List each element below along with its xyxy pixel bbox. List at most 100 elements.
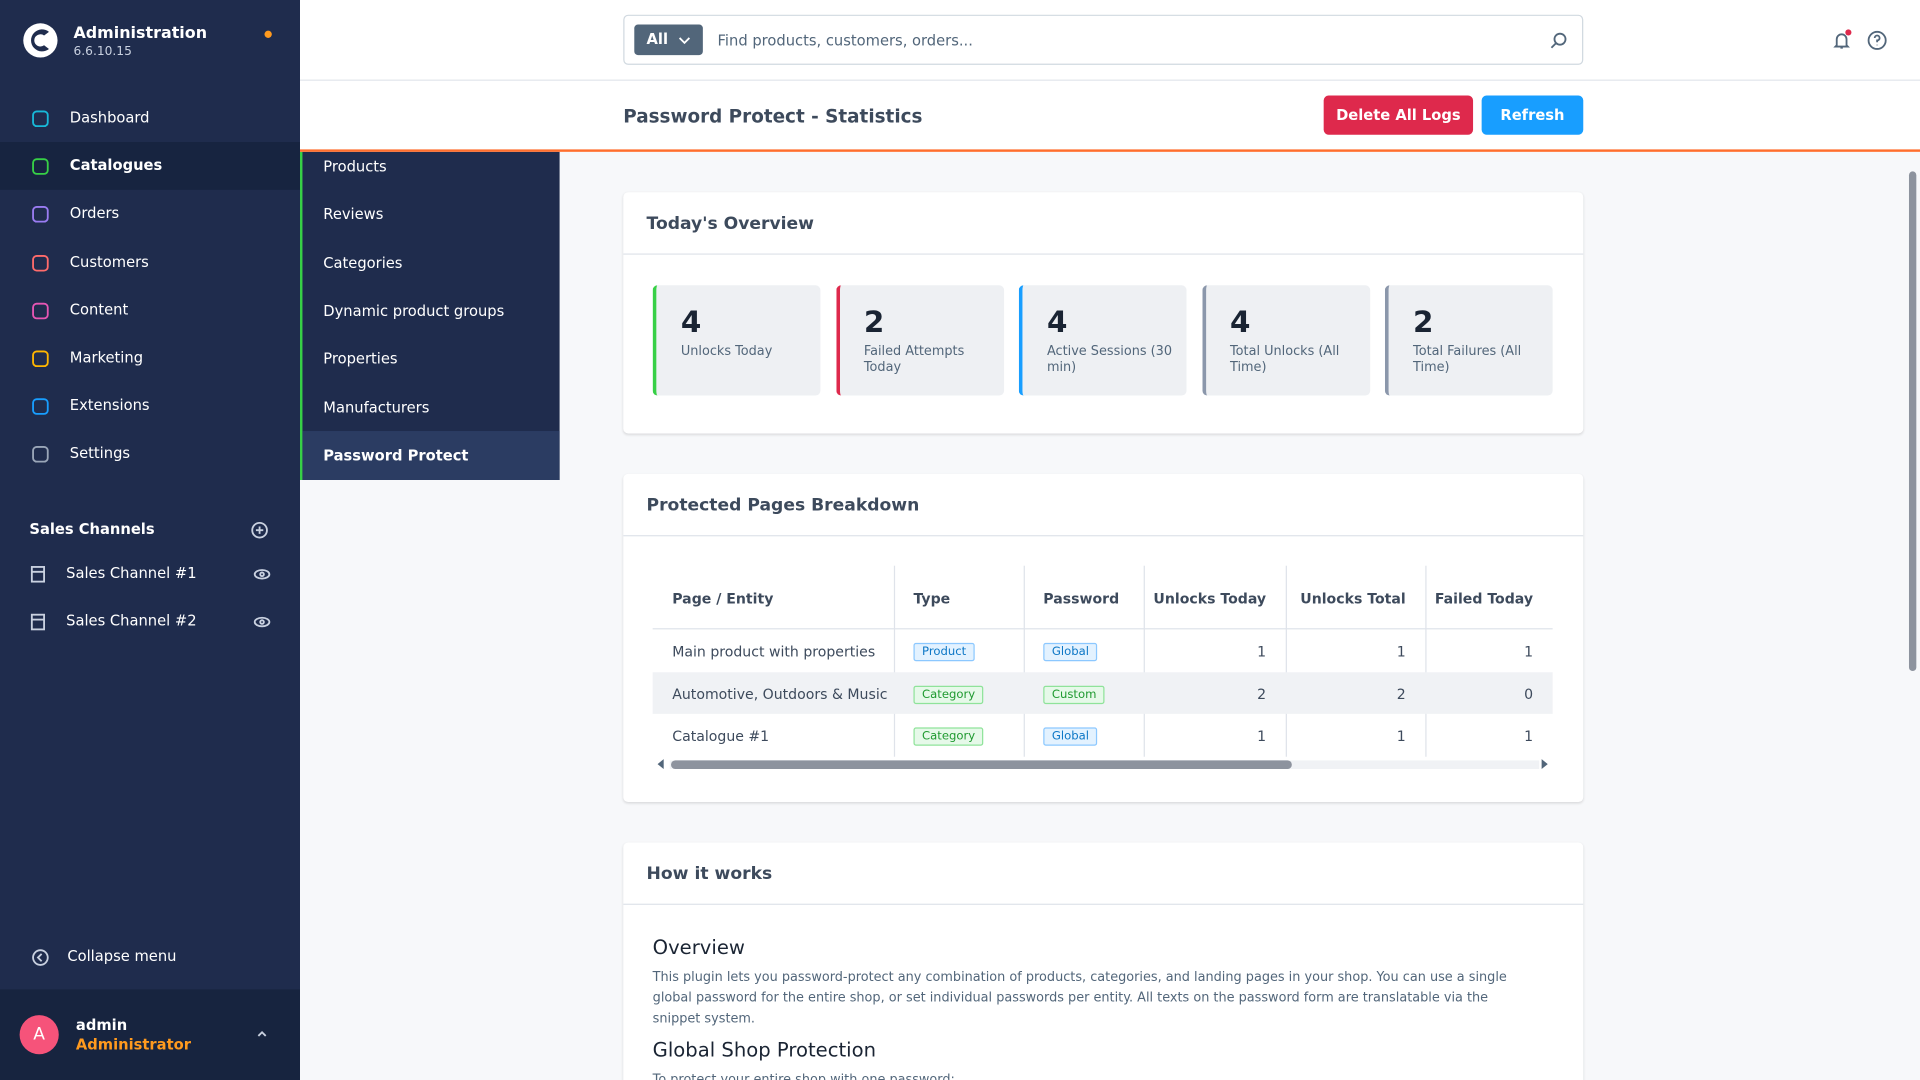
section-heading: Global Shop Protection — [652, 1038, 877, 1062]
card-divider — [623, 253, 1584, 255]
cell: Main product with properties — [672, 642, 876, 661]
nav-icon — [29, 348, 51, 370]
submenu-item[interactable]: Password Protect — [323, 446, 469, 464]
sales-channels-title: Sales Channels — [29, 520, 155, 538]
refresh-button[interactable]: Refresh — [1481, 95, 1584, 135]
submenu-active — [302, 430, 560, 480]
channel-visibility-icon[interactable] — [251, 563, 273, 585]
section-text: To protect your entire shop with one pas… — [653, 1070, 1535, 1080]
card-divider — [623, 903, 1584, 905]
column-header: Page / Entity — [672, 590, 774, 608]
cell: 1 — [1396, 642, 1406, 661]
search-filter[interactable]: All — [634, 24, 703, 56]
badge: Global — [1043, 642, 1098, 662]
stat-label: Active Sessions (30 min) — [1046, 344, 1173, 375]
cell: 1 — [1396, 727, 1406, 745]
cell: 1 — [1257, 727, 1267, 745]
version: 6.6.10.15 — [73, 45, 132, 59]
badge: Category — [913, 727, 984, 746]
stat-box: 4 Unlocks Today — [652, 285, 821, 396]
app-name: Administration — [73, 24, 208, 43]
add-channel-icon[interactable] — [249, 519, 271, 541]
channel-item[interactable]: Sales Channel #2 — [66, 612, 197, 630]
delete-all-logs-button[interactable]: Delete All Logs — [1323, 95, 1474, 135]
user-role: Administrator — [75, 1035, 191, 1054]
nav-icon — [29, 252, 51, 274]
submenu-item[interactable]: Dynamic product groups — [323, 302, 505, 320]
search-box[interactable]: All Find products, customers, orders... — [623, 14, 1584, 65]
table: Page / Entity Type Password Unlocks Today Un… — [652, 565, 1553, 758]
nav-item[interactable]: Catalogues — [69, 156, 163, 175]
cell: 2 — [1396, 685, 1406, 703]
channel-icon — [27, 563, 49, 585]
nav-item[interactable]: Orders — [69, 204, 120, 223]
stat-label: Failed Attempts Today — [863, 344, 965, 375]
user-name: admin — [75, 1016, 128, 1034]
nav-item[interactable]: Content — [69, 300, 129, 319]
h-scroll-thumb — [671, 760, 1292, 769]
submenu-item[interactable]: Manufacturers — [323, 398, 430, 416]
section-text: This plugin lets you password-protect an… — [652, 969, 1507, 1027]
column-header: Unlocks Today — [1153, 590, 1267, 608]
help-icon[interactable] — [1866, 29, 1888, 51]
cell: 1 — [1524, 642, 1534, 661]
column-divider — [1425, 565, 1427, 757]
notification-dot — [1845, 29, 1852, 36]
stat-value: 4 — [1046, 304, 1068, 340]
sidebar: Administration 6.6.10.15 Dashboard Catalogu… — [0, 0, 301, 1080]
nav-item[interactable]: Extensions — [69, 396, 150, 415]
channel-visibility-icon[interactable] — [251, 611, 273, 633]
column-header: Type — [913, 590, 951, 608]
stat-box: 4 Total Unlocks (All Time) — [1201, 285, 1370, 396]
nav-icon — [29, 108, 51, 130]
submenu-item[interactable]: Reviews — [323, 206, 384, 224]
nav-item[interactable]: Marketing — [69, 348, 144, 367]
notifications-icon[interactable] — [1831, 29, 1853, 51]
card-title: Protected Pages Breakdown — [646, 495, 920, 516]
nav-item[interactable]: Settings — [69, 444, 131, 463]
filter-caret — [673, 29, 695, 51]
cell: Catalogue #1 — [672, 727, 770, 745]
scrollbar-thumb — [1908, 171, 1917, 672]
search-icon[interactable] — [1548, 29, 1570, 51]
submenu-item[interactable]: Categories — [323, 254, 403, 272]
stat-box: 2 Total Failures (All Time) — [1384, 285, 1553, 396]
section-heading: Overview — [652, 935, 745, 959]
cell: 1 — [1257, 642, 1267, 661]
stat-value: 2 — [1413, 304, 1434, 340]
badge: Custom — [1043, 685, 1105, 704]
search-placeholder: Find products, customers, orders... — [717, 31, 973, 49]
badge: Global — [1043, 727, 1098, 746]
scroll-right[interactable] — [1541, 759, 1548, 769]
scroll-left[interactable] — [657, 759, 664, 769]
submenu-item[interactable]: Products — [323, 157, 387, 176]
column-header: Unlocks Total — [1300, 590, 1406, 608]
overview-card: Today's Overview 4 Unlocks Today 2 Failed At… — [623, 192, 1584, 434]
cell: Automotive, Outdoors & Music — [672, 685, 888, 703]
user-menu-toggle[interactable] — [251, 1024, 273, 1046]
column-divider — [893, 565, 896, 757]
how-it-works-card: How it works Overview This plugin lets you… — [623, 842, 1584, 1080]
page-title: Password Protect - Statistics — [623, 105, 923, 128]
channel-icon — [27, 611, 49, 633]
column-divider — [1143, 565, 1145, 757]
submenu: Products Reviews Categories Dynamic product… — [300, 142, 560, 481]
collapse-icon[interactable] — [29, 947, 51, 969]
stat-box: 2 Failed Attempts Today — [835, 285, 1004, 396]
submenu-item[interactable]: Properties — [323, 350, 398, 368]
search-filter-label: All — [646, 30, 668, 48]
nav-icon — [29, 156, 51, 178]
badge: Category — [913, 685, 984, 704]
column-divider — [1023, 565, 1025, 757]
collapse-menu[interactable]: Collapse menu — [67, 947, 177, 965]
column-divider — [1285, 565, 1287, 757]
stat-box: 4 Active Sessions (30 min) — [1018, 285, 1187, 396]
channel-item[interactable]: Sales Channel #1 — [66, 564, 197, 582]
breakdown-card: Protected Pages Breakdown Page / Entity Ty… — [623, 473, 1584, 803]
stat-label: Unlocks Today — [680, 344, 773, 359]
nav-item[interactable]: Customers — [69, 252, 149, 271]
nav-active — [0, 142, 301, 191]
nav-item[interactable]: Dashboard — [69, 108, 150, 127]
